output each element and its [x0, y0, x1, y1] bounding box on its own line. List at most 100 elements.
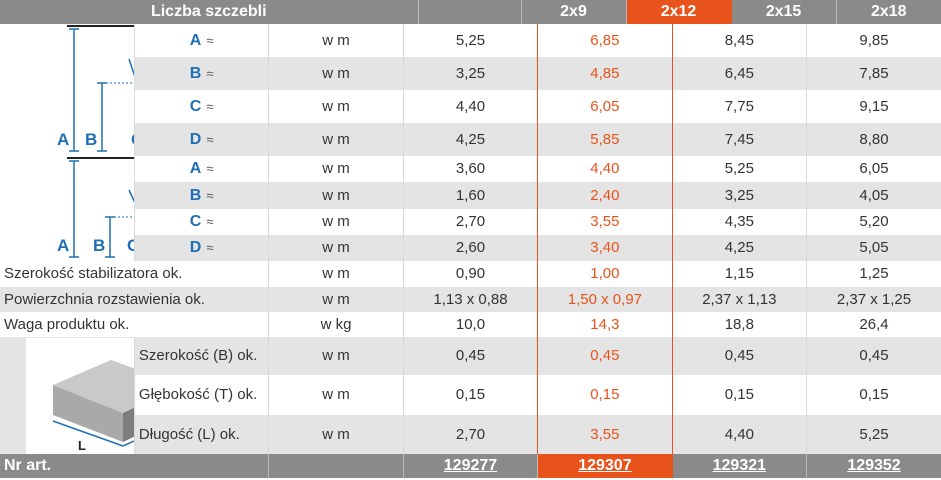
- header-row: Liczba szczebli 2x9 2x12 2x15 2x18: [0, 0, 941, 24]
- value-2x15: 4,40: [671, 415, 807, 454]
- dimension-label: B ≈: [133, 182, 269, 209]
- spec-row: Szerokość stabilizatora ok. w m 0,90 1,00 1…: [0, 261, 941, 287]
- approx-sign: ≈: [206, 214, 214, 230]
- value-2x15: 8,45: [671, 24, 807, 57]
- dimension-letter: D: [189, 239, 202, 257]
- unit: w m: [268, 209, 404, 235]
- dimension-letter: C: [189, 97, 202, 115]
- unit: w m: [268, 90, 404, 123]
- ladder-row-b: B ≈ w m 3,25 4,85 6,45 7,85: [0, 57, 941, 90]
- value-2x15: 18,8: [671, 312, 807, 337]
- article-number-row: Nr art. 129277 129307 129321 129352: [0, 454, 941, 478]
- value-2x15: 6,45: [671, 57, 807, 90]
- package-label: Szerokość (B) ok.: [133, 337, 269, 375]
- dimension-label: C ≈: [133, 90, 269, 123]
- value-2x15: 4,35: [671, 209, 807, 235]
- value-2x12: 3,40: [537, 235, 673, 261]
- unit: w m: [268, 123, 404, 156]
- value-2x15: 3,25: [671, 182, 807, 209]
- label-b: B: [85, 130, 97, 149]
- value-2x12: 0,45: [537, 337, 673, 375]
- value-2x9: 1,13 x 0,88: [402, 287, 538, 312]
- value-2x15: 7,75: [671, 90, 807, 123]
- unit: w m: [268, 287, 404, 312]
- value-2x12: 2,40: [537, 182, 673, 209]
- value-2x9: 4,40: [402, 90, 538, 123]
- unit: w kg: [268, 312, 404, 337]
- unit: w m: [268, 182, 404, 209]
- value-2x18: 2,37 x 1,25: [806, 287, 941, 312]
- value-2x9: 2,70: [402, 415, 538, 454]
- ladder-diagram-extended: A B C D: [57, 25, 135, 152]
- label-c: C: [127, 236, 134, 255]
- value-2x15: 5,25: [671, 156, 807, 182]
- spec-label: Waga produktu ok.: [4, 315, 130, 333]
- value-2x12: 1,50 x 0,97: [537, 287, 673, 312]
- dimension-letter: A: [189, 160, 202, 178]
- package-label: Długość (L) ok.: [133, 415, 269, 454]
- value-2x15: 0,45: [671, 337, 807, 375]
- value-2x12: 6,05: [537, 90, 673, 123]
- value-2x18: 5,20: [806, 209, 941, 235]
- value-2x9: 2,60: [402, 235, 538, 261]
- dimension-label: C ≈: [133, 209, 269, 235]
- value-2x18: 9,15: [806, 90, 941, 123]
- approx-sign: ≈: [206, 32, 214, 48]
- dimension-letter: B: [189, 186, 202, 204]
- dimension-label: D ≈: [133, 235, 269, 261]
- value-2x12: 14,3: [537, 312, 673, 337]
- value-2x9: 1,60: [402, 182, 538, 209]
- value-2x12: 5,85: [537, 123, 673, 156]
- value-2x9: 0,45: [402, 337, 538, 375]
- column-2x9: 2x9: [520, 0, 626, 24]
- approx-sign: ≈: [206, 98, 214, 114]
- label-b: B: [93, 236, 105, 255]
- value-2x9: 3,25: [402, 57, 538, 90]
- value-2x18: 9,85: [806, 24, 941, 57]
- ladder-diagram-short: A B C D: [57, 156, 135, 258]
- value-2x12: 4,85: [537, 57, 673, 90]
- value-2x9: 10,0: [402, 312, 538, 337]
- value-2x12: 3,55: [537, 415, 673, 454]
- dimension-label: A ≈: [133, 24, 269, 57]
- value-2x9: 5,25: [402, 24, 538, 57]
- value-2x18: 6,05: [806, 156, 941, 182]
- value-2x15: 2,37 x 1,13: [671, 287, 807, 312]
- value-2x18: 4,05: [806, 182, 941, 209]
- value-2x9: 3,60: [402, 156, 538, 182]
- article-link-2x12[interactable]: 129307: [578, 457, 632, 474]
- spec-label: Szerokość stabilizatora ok.: [4, 265, 183, 282]
- ladder-row-a: A B C D A≈w m3,604,405,256,05: [0, 156, 941, 261]
- value-2x18: 8,80: [806, 123, 941, 156]
- unit: w m: [268, 415, 404, 454]
- dimension-letter: A: [189, 31, 202, 49]
- unit: w m: [268, 375, 404, 415]
- spec-body: A B C D A≈w m5,256,858,459,85B≈w m3,254,…: [0, 24, 941, 478]
- unit: w m: [268, 337, 404, 375]
- value-2x12: 4,40: [537, 156, 673, 182]
- value-2x18: 0,45: [806, 337, 941, 375]
- article-link-2x9[interactable]: 129277: [443, 457, 498, 474]
- extended-ladder-image: A B C D: [0, 24, 135, 156]
- approx-sign: ≈: [206, 161, 214, 177]
- svg-text:L: L: [78, 438, 86, 453]
- column-2x15: 2x15: [730, 0, 836, 24]
- value-2x12: 6,85: [537, 24, 673, 57]
- header-title: Liczba szczebli: [0, 0, 418, 24]
- value-2x15: 0,15: [671, 375, 807, 415]
- unit: w m: [268, 24, 404, 57]
- product-spec-table: Liczba szczebli 2x9 2x12 2x15 2x18: [0, 0, 941, 24]
- article-label: Nr art.: [0, 454, 269, 478]
- value-2x15: 7,45: [671, 123, 807, 156]
- label-a: A: [57, 236, 69, 255]
- column-2x12: 2x12: [625, 0, 732, 24]
- spec-label: Powierzchnia rozstawienia ok.: [0, 287, 269, 312]
- article-link-2x18[interactable]: 129352: [847, 457, 901, 474]
- dimension-label: B ≈: [133, 57, 269, 90]
- package-row: LBTSzerokość (B) ok. w m0,450,450,450,45: [0, 337, 941, 454]
- unit: w m: [268, 261, 404, 287]
- article-link-2x15[interactable]: 129321: [712, 457, 767, 474]
- approx-sign: ≈: [206, 187, 214, 203]
- value-2x18: 26,4: [806, 312, 941, 337]
- unit: w m: [268, 57, 404, 90]
